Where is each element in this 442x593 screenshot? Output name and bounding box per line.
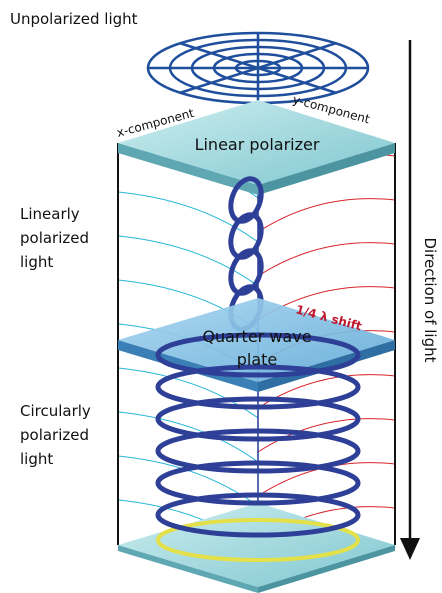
direction-label: Direction of light	[421, 237, 439, 362]
linearly-polarized-line: Linearly	[20, 205, 80, 223]
diagram: Unpolarized light x-component y-componen…	[0, 0, 442, 593]
quarter-wave-label: plate	[237, 350, 278, 369]
unpolarized-rings	[148, 33, 368, 103]
circularly-polarized-line: light	[20, 450, 53, 468]
quarter-wave-label: Quarter wave	[202, 327, 311, 346]
linear-polarizer-label: Linear polarizer	[195, 135, 320, 154]
page: {"labels": { "unpolarized": "Unpolarized…	[0, 0, 442, 593]
arrow-head	[400, 538, 420, 560]
linearly-polarized-line: light	[20, 253, 53, 271]
y-wave	[258, 199, 395, 232]
unpolarized-label: Unpolarized light	[10, 10, 138, 28]
linearly-polarized-line: polarized	[20, 229, 89, 247]
circularly-polarized-line: polarized	[20, 426, 89, 444]
y-wave	[258, 243, 395, 276]
circularly-polarized-line: Circularly	[20, 402, 91, 420]
